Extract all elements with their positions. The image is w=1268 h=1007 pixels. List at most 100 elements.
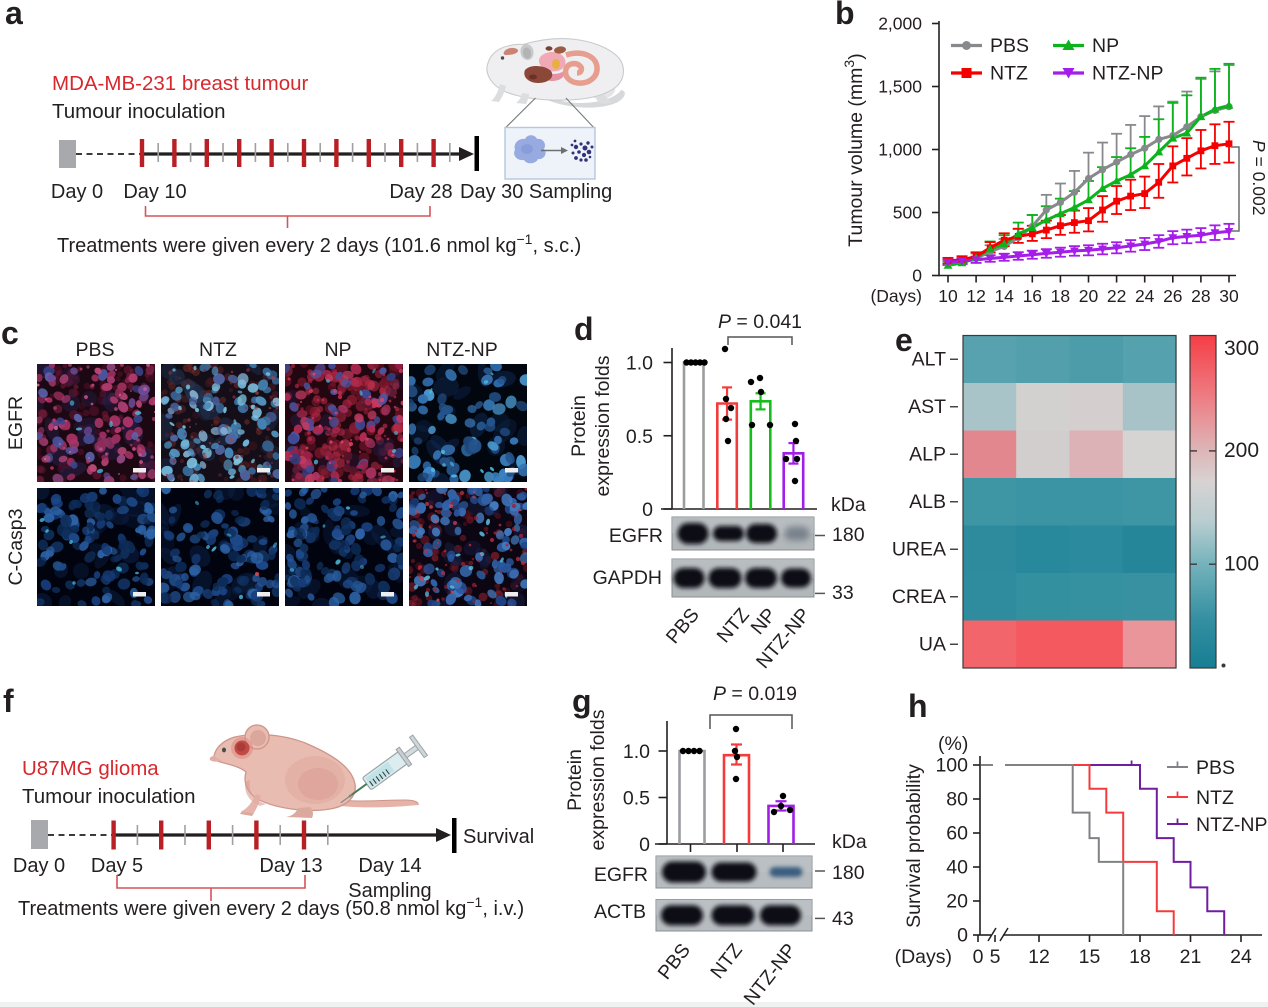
svg-text:20: 20 — [1079, 286, 1099, 306]
svg-text:40: 40 — [946, 857, 968, 879]
svg-text:100: 100 — [1224, 553, 1259, 576]
svg-text:NTZ-NP: NTZ-NP — [1196, 814, 1268, 836]
svg-text:h: h — [908, 688, 928, 724]
svg-text:GAPDH: GAPDH — [593, 567, 662, 589]
svg-text:NTZ: NTZ — [990, 63, 1028, 85]
svg-text:Protein: Protein — [568, 395, 590, 457]
svg-text:f: f — [3, 683, 14, 719]
svg-text:Day 0: Day 0 — [13, 855, 65, 877]
svg-text:24: 24 — [1230, 946, 1252, 968]
svg-text:U87MG glioma: U87MG glioma — [22, 757, 159, 780]
svg-text:16: 16 — [1023, 286, 1042, 306]
svg-text:Sampling: Sampling — [348, 880, 431, 902]
svg-text:33: 33 — [832, 582, 854, 604]
svg-text:0: 0 — [957, 925, 968, 947]
svg-text:180: 180 — [832, 862, 865, 884]
svg-text:18: 18 — [1129, 946, 1151, 968]
svg-text:Treatments were given every 2: Treatments were given every 2 days (50.8… — [18, 894, 524, 920]
svg-text:1.0: 1.0 — [626, 353, 653, 375]
svg-text:EGFR: EGFR — [5, 396, 27, 450]
svg-text:P = 0.019: P = 0.019 — [713, 683, 797, 705]
svg-text:180: 180 — [832, 524, 865, 546]
svg-text:PBS: PBS — [1196, 757, 1235, 779]
svg-text:20: 20 — [946, 891, 968, 913]
svg-text:kDa: kDa — [832, 831, 867, 853]
svg-text:(Days): (Days) — [870, 286, 922, 306]
svg-text:10: 10 — [938, 286, 958, 306]
svg-text:expression folds: expression folds — [587, 709, 609, 850]
svg-text:Day 5: Day 5 — [91, 855, 143, 877]
svg-text:NTZ: NTZ — [199, 339, 237, 361]
svg-text:MDA-MB-231 breast tumour: MDA-MB-231 breast tumour — [52, 72, 309, 95]
svg-text:UA: UA — [919, 633, 946, 655]
svg-text:1.0: 1.0 — [623, 741, 650, 763]
svg-text:1,000: 1,000 — [878, 140, 922, 160]
svg-text:0: 0 — [639, 834, 650, 856]
svg-text:0: 0 — [642, 499, 653, 521]
svg-text:Day 13: Day 13 — [259, 855, 322, 877]
svg-text:NP: NP — [324, 339, 351, 361]
svg-text:NP: NP — [1092, 35, 1119, 57]
svg-text:500: 500 — [893, 203, 922, 223]
svg-text:12: 12 — [1028, 946, 1050, 968]
svg-text:0: 0 — [912, 266, 922, 286]
svg-text:15: 15 — [1079, 946, 1101, 968]
svg-text:43: 43 — [832, 908, 854, 930]
svg-text:a: a — [5, 0, 23, 31]
svg-text:Tumour volume (mm3): Tumour volume (mm3) — [841, 53, 867, 246]
svg-text:NTZ-NP: NTZ-NP — [426, 339, 498, 361]
svg-text:UREA: UREA — [892, 538, 946, 560]
svg-text:Day 14: Day 14 — [358, 855, 421, 877]
svg-text:60: 60 — [946, 823, 968, 845]
svg-text:EGFR: EGFR — [609, 525, 663, 547]
svg-text:Survival probability: Survival probability — [903, 764, 925, 928]
svg-text:18: 18 — [1051, 286, 1070, 306]
svg-text:CREA: CREA — [892, 586, 946, 608]
svg-text:28: 28 — [1191, 286, 1210, 306]
svg-text:Day 10: Day 10 — [123, 181, 186, 203]
svg-text:expression folds: expression folds — [592, 355, 614, 496]
svg-text:AST: AST — [908, 396, 946, 418]
svg-text:0.5: 0.5 — [623, 788, 650, 810]
svg-text:0.5: 0.5 — [626, 426, 653, 448]
svg-text:kDa: kDa — [831, 494, 866, 516]
svg-text:100: 100 — [935, 755, 968, 777]
svg-text:Day 0: Day 0 — [51, 181, 103, 203]
svg-text:(%): (%) — [938, 733, 968, 755]
svg-text:(Days): (Days) — [895, 946, 952, 968]
svg-text:c: c — [1, 315, 19, 351]
svg-text:d: d — [574, 311, 594, 347]
svg-text:PBS: PBS — [990, 35, 1029, 57]
svg-text:b: b — [835, 0, 855, 31]
svg-text:24: 24 — [1135, 286, 1155, 306]
svg-text:300: 300 — [1224, 337, 1259, 360]
svg-text:EGFR: EGFR — [594, 864, 648, 886]
svg-text:2,000: 2,000 — [878, 14, 922, 34]
svg-text:PBS: PBS — [654, 940, 695, 984]
svg-text:g: g — [572, 683, 592, 719]
svg-text:14: 14 — [994, 286, 1014, 306]
svg-text:NTZ: NTZ — [706, 939, 747, 982]
svg-text:Survival: Survival — [463, 826, 534, 848]
svg-text:Tumour inoculation: Tumour inoculation — [52, 100, 226, 123]
svg-text:21: 21 — [1180, 946, 1202, 968]
svg-text:Day 30 Sampling: Day 30 Sampling — [460, 181, 612, 203]
svg-text:Treatments were given every 2: Treatments were given every 2 days (101.… — [57, 231, 581, 257]
svg-text:NTZ-NP: NTZ-NP — [1092, 63, 1164, 85]
svg-text:22: 22 — [1107, 286, 1126, 306]
svg-text:P = 0.002: P = 0.002 — [1249, 140, 1268, 215]
svg-text:ACTB: ACTB — [594, 901, 646, 923]
svg-text:PBS: PBS — [75, 339, 114, 361]
svg-text:200: 200 — [1224, 439, 1259, 462]
svg-text:0: 0 — [973, 946, 984, 968]
svg-text:12: 12 — [966, 286, 985, 306]
svg-text:30: 30 — [1219, 286, 1239, 306]
svg-text:P = 0.041: P = 0.041 — [718, 311, 802, 333]
svg-text:Tumour inoculation: Tumour inoculation — [22, 785, 196, 808]
svg-text:26: 26 — [1163, 286, 1182, 306]
svg-text:ALT: ALT — [912, 348, 946, 370]
svg-text:1,500: 1,500 — [878, 77, 922, 97]
svg-text:ALP: ALP — [909, 443, 946, 465]
svg-text:C-Casp3: C-Casp3 — [5, 509, 27, 586]
svg-text:ALB: ALB — [909, 491, 946, 513]
